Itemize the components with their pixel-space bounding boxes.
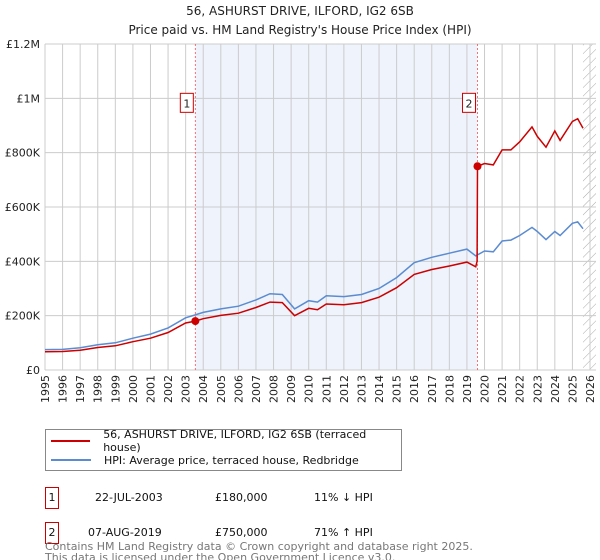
x-tick-label: 2016: [408, 375, 421, 403]
x-tick-label: 2026: [584, 375, 597, 403]
x-tick-label: 2004: [197, 375, 210, 403]
x-tick-label: 2007: [250, 375, 263, 403]
legend-item-property: 56, ASHURST DRIVE, ILFORD, IG2 6SB (terr…: [46, 428, 401, 454]
y-tick-label: £0: [26, 364, 40, 377]
legend-label-hpi: HPI: Average price, terraced house, Redb…: [104, 453, 359, 467]
sale-label: 2: [465, 97, 472, 110]
footer-licence: This data is licensed under the Open Gov…: [45, 551, 396, 560]
x-tick-label: 2017: [426, 375, 439, 403]
price-chart: 56, ASHURST DRIVE, ILFORD, IG2 6SB Price…: [5, 4, 597, 403]
x-tick-label: 2014: [373, 375, 386, 403]
sale-label: 1: [183, 97, 190, 110]
property-price-line: [44, 117, 584, 353]
x-tick-label: 2023: [531, 375, 544, 403]
legend-blue-line: [51, 459, 91, 461]
transaction-badge: 1: [45, 487, 59, 509]
chart-title: 56, ASHURST DRIVE, ILFORD, IG2 6SB: [186, 4, 414, 18]
x-tick-label: 2022: [514, 375, 527, 403]
x-tick-label: 1998: [92, 375, 105, 403]
x-tick-label: 2013: [355, 375, 368, 403]
x-tick-label: 2024: [549, 375, 562, 403]
legend-item-hpi: HPI: Average price, terraced house, Redb…: [46, 451, 359, 469]
x-tick-label: 1996: [57, 375, 70, 403]
x-tick-label: 1997: [74, 375, 87, 403]
x-tick-label: 2015: [391, 375, 404, 403]
footer: Contains HM Land Registry data © Crown c…: [45, 531, 473, 560]
sale-point: [473, 162, 482, 171]
x-tick-label: 2012: [338, 375, 351, 403]
y-tick-label: £800K: [5, 147, 41, 160]
x-tick-label: 2006: [232, 375, 245, 403]
chart-subtitle: Price paid vs. HM Land Registry's House …: [128, 23, 471, 37]
transaction-badge: 2: [45, 522, 59, 544]
transaction-hpi: 11% ↓ HPI: [314, 491, 373, 504]
x-tick-label: 1995: [39, 375, 52, 403]
x-tick-label: 2021: [496, 375, 509, 403]
footer-copyright: Contains HM Land Registry data © Crown c…: [45, 540, 473, 553]
legend: 56, ASHURST DRIVE, ILFORD, IG2 6SB (terr…: [45, 428, 402, 471]
x-tick-label: 2010: [303, 375, 316, 403]
x-tick-label: 2003: [180, 375, 193, 403]
x-tick-label: 2009: [285, 375, 298, 403]
y-tick-label: £1M: [17, 92, 41, 105]
x-tick-label: 2018: [443, 375, 456, 403]
x-tick-label: 2005: [215, 375, 228, 403]
x-tick-label: 2008: [268, 375, 281, 403]
x-tick-label: 2011: [320, 375, 333, 403]
transaction-hpi: 71% ↑ HPI: [314, 526, 373, 539]
transaction-date: 07-AUG-2019: [88, 526, 162, 539]
y-tick-label: £400K: [5, 255, 41, 268]
x-tick-label: 2020: [479, 375, 492, 403]
y-tick-label: £600K: [5, 201, 41, 214]
x-tick-label: 2001: [144, 375, 157, 403]
x-tick-label: 2002: [162, 375, 175, 403]
hpi-line: [44, 221, 584, 351]
legend-label-property: 56, ASHURST DRIVE, ILFORD, IG2 6SB (terr…: [103, 428, 367, 454]
transaction-date: 22-JUL-2003: [95, 491, 163, 504]
x-tick-label: 2025: [566, 375, 579, 403]
y-tick-label: £200K: [5, 310, 41, 323]
sale-label-box: [179, 92, 194, 113]
sale-label-box: [461, 92, 476, 113]
x-tick-label: 2019: [461, 375, 474, 403]
x-tick-label: 1999: [109, 375, 122, 403]
transaction-price: £180,000: [215, 491, 268, 504]
sale-point: [191, 317, 200, 326]
x-tick-label: 2000: [127, 375, 140, 403]
y-tick-label: £1.2M: [6, 38, 40, 51]
transaction-price: £750,000: [215, 526, 268, 539]
legend-red-line: [51, 440, 91, 442]
